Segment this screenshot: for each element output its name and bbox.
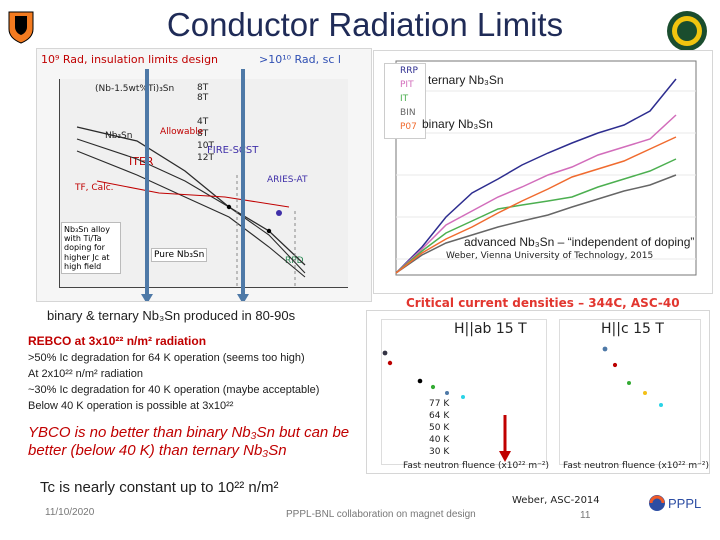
pppl-logo: PPPL xyxy=(646,492,708,532)
rebco-line-4: Below 40 K operation is possible at 3x10… xyxy=(28,400,234,412)
legend-4t: 4T xyxy=(197,117,209,127)
legend-30k: 30 K xyxy=(429,447,450,457)
c-panel xyxy=(559,319,701,465)
legend-8t-1: 8T xyxy=(197,83,209,93)
fluence-axis-right: Fast neutron fluence (x10²² m⁻²) xyxy=(563,461,709,471)
fluence-axis-left: Fast neutron fluence (x10²² m⁻²) xyxy=(403,461,549,471)
critical-current-markers xyxy=(382,346,663,462)
princeton-shield-icon xyxy=(8,10,34,44)
radiation-limits-figure: 10⁹ Rad, insulation limits design >10¹⁰ … xyxy=(36,48,372,302)
hab-label: H||ab 15 T xyxy=(454,321,527,337)
legend-10t: 10T xyxy=(197,141,214,151)
tf-label: TF, Calc. xyxy=(75,183,114,193)
page-title: Conductor Radiation Limits xyxy=(166,6,564,43)
legend-40k: 40 K xyxy=(429,435,450,445)
doe-seal-icon xyxy=(666,10,708,52)
binary-label: binary Nb₃Sn xyxy=(422,117,493,131)
legend-64k: 64 K xyxy=(429,411,450,421)
legend-50k: 50 K xyxy=(429,423,450,433)
alloy-legend: (Nb-1.5wt%Ti)₃Sn xyxy=(95,84,175,94)
advanced-nb3sn-chart: RRP PIT IT BIN P07 ternary Nb₃Sn binary … xyxy=(373,50,713,294)
critical-current-figure: H||ab 15 T H||c 15 T 77 K 64 K 50 K 40 K… xyxy=(366,310,710,474)
top-left-label-2: >10¹⁰ Rad, sc l xyxy=(259,53,341,66)
tc-note: Tc is nearly constant up to 10²² n/m² xyxy=(40,479,279,496)
legend-it: IT xyxy=(400,94,409,104)
allowable-label: Allowable xyxy=(160,127,204,137)
ybco-comparison: YBCO is no better than binary Nb₃Sn but … xyxy=(28,424,350,459)
fire-label: FIRE-SCST xyxy=(207,145,259,156)
legend-8t-2: 8T xyxy=(197,93,209,103)
right-legend-box xyxy=(384,63,426,139)
blue-arrows xyxy=(141,69,249,301)
footer-page: 11 xyxy=(580,510,591,521)
rebco-title: REBCO at 3x10²² n/m² radiation xyxy=(28,334,207,348)
radiation-curves xyxy=(76,126,306,287)
right-chart-plot xyxy=(395,60,697,276)
legend-p07: P07 xyxy=(400,122,417,132)
pppl-logo-text: PPPL xyxy=(668,496,701,511)
nb3sn-legend: Nb₃Sn xyxy=(105,131,133,141)
top-left-label-1: 10⁹ Rad, insulation limits design xyxy=(41,53,219,66)
footer-date: 11/10/2020 xyxy=(45,507,95,518)
vienna-credit: Weber, Vienna University of Technology, … xyxy=(446,251,654,261)
rebco-line-3: ~30% Ic degradation for 40 K operation (… xyxy=(28,384,320,396)
footer-center: PPPL-BNL collaboration on magnet design xyxy=(286,509,476,520)
critical-current-title: Critical current densities – 344C, ASC-4… xyxy=(406,296,680,310)
advanced-label: advanced Nb₃Sn – “independent of doping” xyxy=(464,235,695,249)
legend-8t-3: 8T xyxy=(197,129,209,139)
legend-pit: PIT xyxy=(400,80,414,90)
lower-left-caption: binary & ternary Nb₃Sn produced in 80-90… xyxy=(47,308,296,323)
rebco-line-1: >50% Ic degradation for 64 K operation (… xyxy=(28,352,305,364)
weber-asc-credit: Weber, ASC-2014 xyxy=(512,495,600,506)
legend-77k: 77 K xyxy=(429,399,450,409)
pure-nb3sn-label: Pure Nb₃Sn xyxy=(151,248,208,262)
legend-bin: BIN xyxy=(400,108,416,118)
legend-12t: 12T xyxy=(197,153,214,163)
aries-label: ARIES-AT xyxy=(267,175,308,185)
alloy-note-box: Nb₃Sn alloy with Ti/Ta doping for higher… xyxy=(61,222,121,274)
legend-rrp: RRP xyxy=(400,66,418,76)
hc-label: H||c 15 T xyxy=(601,321,664,337)
ternary-label: ternary Nb₃Sn xyxy=(428,73,504,87)
ab-panel xyxy=(381,319,547,465)
rebco-line-2: At 2x10²² n/m² radiation xyxy=(28,368,143,380)
